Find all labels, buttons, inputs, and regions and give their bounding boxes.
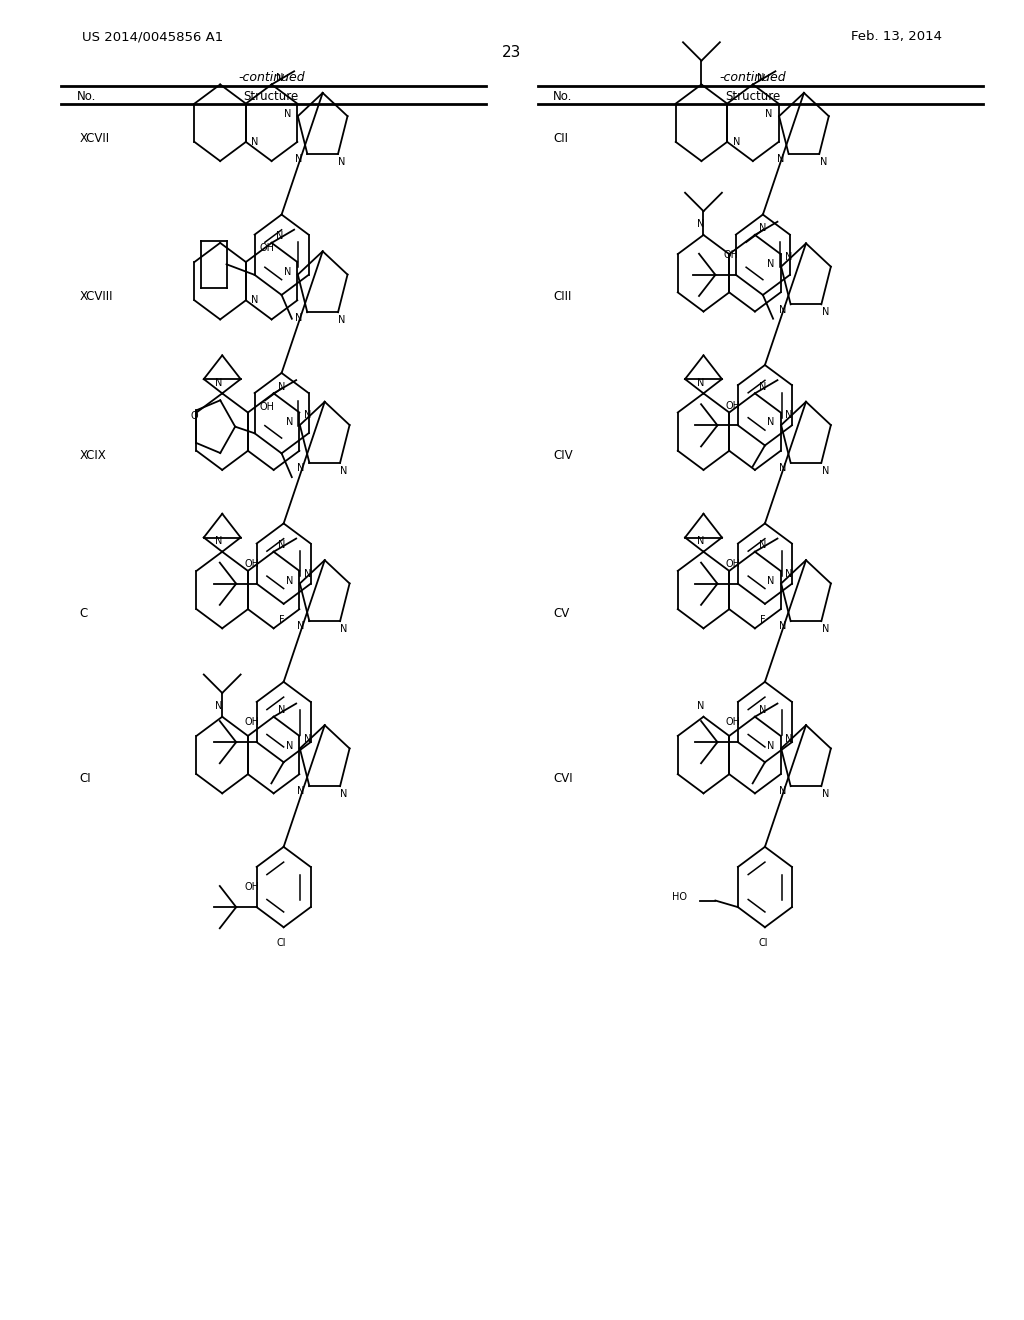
Text: XCVIII: XCVIII xyxy=(80,290,114,304)
Text: N: N xyxy=(339,315,346,325)
Text: OH: OH xyxy=(259,243,274,253)
Text: N: N xyxy=(296,154,303,164)
Text: Structure: Structure xyxy=(725,90,780,103)
Text: N: N xyxy=(304,734,311,743)
Text: N: N xyxy=(215,378,223,388)
Text: N: N xyxy=(785,734,793,743)
Text: N: N xyxy=(777,154,784,164)
Text: N: N xyxy=(279,705,286,715)
Text: N: N xyxy=(696,219,705,230)
Text: CIII: CIII xyxy=(553,290,571,304)
Text: N: N xyxy=(779,463,786,473)
Text: CV: CV xyxy=(553,607,569,620)
Text: US 2014/0045856 A1: US 2014/0045856 A1 xyxy=(82,30,223,44)
Text: No.: No. xyxy=(553,90,572,103)
Text: N: N xyxy=(298,787,305,796)
Text: N: N xyxy=(733,137,740,147)
Text: OH: OH xyxy=(244,558,259,569)
Text: N: N xyxy=(286,576,293,586)
Text: N: N xyxy=(304,569,311,578)
Text: C: C xyxy=(80,607,88,620)
Text: N: N xyxy=(779,305,786,314)
Text: CI: CI xyxy=(80,772,91,785)
Text: N: N xyxy=(760,705,767,715)
Text: OH: OH xyxy=(725,400,740,411)
Text: XCIX: XCIX xyxy=(80,449,106,462)
Text: N: N xyxy=(767,417,774,428)
Text: OH: OH xyxy=(244,717,259,727)
Text: N: N xyxy=(341,466,348,475)
Text: CIV: CIV xyxy=(553,449,572,462)
Text: N: N xyxy=(820,157,827,166)
Text: OH: OH xyxy=(244,882,259,892)
Text: CII: CII xyxy=(553,132,568,145)
Text: N: N xyxy=(696,536,705,546)
Text: N: N xyxy=(779,787,786,796)
Text: HO: HO xyxy=(672,891,687,902)
Text: OH: OH xyxy=(725,558,740,569)
Text: N: N xyxy=(252,296,259,305)
Text: N: N xyxy=(767,259,774,269)
Text: N: N xyxy=(286,417,293,428)
Text: N: N xyxy=(284,108,291,119)
Text: N: N xyxy=(279,540,286,550)
Text: Structure: Structure xyxy=(244,90,299,103)
Text: N: N xyxy=(279,381,286,392)
Text: N: N xyxy=(339,157,346,166)
Text: OH: OH xyxy=(725,717,740,727)
Text: Feb. 13, 2014: Feb. 13, 2014 xyxy=(851,30,942,44)
Text: N: N xyxy=(767,741,774,751)
Text: N: N xyxy=(785,411,793,420)
Text: N: N xyxy=(767,576,774,586)
Text: N: N xyxy=(696,378,705,388)
Text: N: N xyxy=(298,622,305,631)
Text: N: N xyxy=(286,741,293,751)
Text: N: N xyxy=(765,108,772,119)
Text: -continued: -continued xyxy=(238,71,305,84)
Text: N: N xyxy=(298,463,305,473)
Text: OH: OH xyxy=(723,249,738,260)
Text: No.: No. xyxy=(77,90,96,103)
Text: N: N xyxy=(760,223,767,234)
Text: N: N xyxy=(284,267,291,277)
Text: 23: 23 xyxy=(503,45,521,61)
Text: N: N xyxy=(779,622,786,631)
Text: Cl: Cl xyxy=(758,939,768,948)
Text: N: N xyxy=(696,701,705,711)
Text: N: N xyxy=(822,308,829,317)
Text: N: N xyxy=(215,536,223,546)
Text: N: N xyxy=(276,231,284,242)
Text: N: N xyxy=(760,381,767,392)
Text: Cl: Cl xyxy=(276,939,287,948)
Text: F: F xyxy=(760,615,766,624)
Text: N: N xyxy=(785,252,793,261)
Text: -continued: -continued xyxy=(719,71,786,84)
Text: N: N xyxy=(304,411,311,420)
Text: N: N xyxy=(341,789,348,799)
Text: N: N xyxy=(341,624,348,634)
Text: O: O xyxy=(190,411,198,421)
Text: N: N xyxy=(760,540,767,550)
Text: CVI: CVI xyxy=(553,772,572,785)
Text: N: N xyxy=(215,701,223,711)
Text: N: N xyxy=(276,73,284,83)
Text: N: N xyxy=(296,313,303,322)
Text: XCVII: XCVII xyxy=(80,132,110,145)
Text: F: F xyxy=(279,615,285,624)
Text: N: N xyxy=(822,624,829,634)
Text: N: N xyxy=(758,73,765,83)
Text: N: N xyxy=(822,466,829,475)
Text: N: N xyxy=(785,569,793,578)
Text: N: N xyxy=(822,789,829,799)
Text: N: N xyxy=(252,137,259,147)
Text: OH: OH xyxy=(259,401,274,412)
